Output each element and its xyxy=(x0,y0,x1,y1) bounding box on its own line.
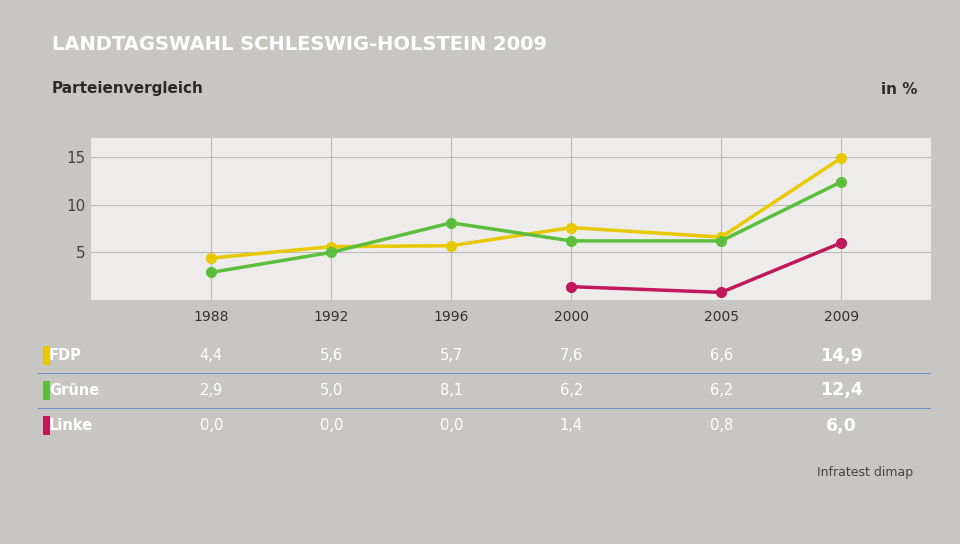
Text: LANDTAGSWAHL SCHLESWIG-HOLSTEIN 2009: LANDTAGSWAHL SCHLESWIG-HOLSTEIN 2009 xyxy=(52,34,547,53)
Text: in %: in % xyxy=(881,82,918,96)
Text: 1992: 1992 xyxy=(314,310,348,324)
Bar xyxy=(42,381,50,400)
Text: 5,7: 5,7 xyxy=(440,348,463,363)
Text: Parteienvergleich: Parteienvergleich xyxy=(52,82,204,96)
Text: Grüne: Grüne xyxy=(49,383,99,398)
Text: 14,9: 14,9 xyxy=(820,347,863,364)
Text: 6,0: 6,0 xyxy=(826,417,856,435)
Text: 2,9: 2,9 xyxy=(200,383,223,398)
Text: 2000: 2000 xyxy=(554,310,588,324)
Text: FDP: FDP xyxy=(49,348,82,363)
Text: 0,0: 0,0 xyxy=(440,418,463,433)
Text: 6,2: 6,2 xyxy=(560,383,583,398)
Text: 5,0: 5,0 xyxy=(320,383,343,398)
Text: Linke: Linke xyxy=(49,418,93,433)
Text: 2005: 2005 xyxy=(704,310,738,324)
Text: 2009: 2009 xyxy=(824,310,859,324)
Text: 8,1: 8,1 xyxy=(440,383,463,398)
Text: 4,4: 4,4 xyxy=(200,348,223,363)
Text: 6,6: 6,6 xyxy=(709,348,732,363)
Text: 0,0: 0,0 xyxy=(320,418,343,433)
Text: 0,0: 0,0 xyxy=(200,418,223,433)
Text: 1996: 1996 xyxy=(434,310,468,324)
Text: 1988: 1988 xyxy=(194,310,228,324)
Bar xyxy=(42,416,50,435)
Text: 1,4: 1,4 xyxy=(560,418,583,433)
Text: 0,8: 0,8 xyxy=(709,418,732,433)
Text: Infratest dimap: Infratest dimap xyxy=(817,466,913,479)
Text: 7,6: 7,6 xyxy=(560,348,583,363)
Text: 6,2: 6,2 xyxy=(709,383,732,398)
Bar xyxy=(42,346,50,365)
Text: 12,4: 12,4 xyxy=(820,381,863,399)
Text: 5,6: 5,6 xyxy=(320,348,343,363)
